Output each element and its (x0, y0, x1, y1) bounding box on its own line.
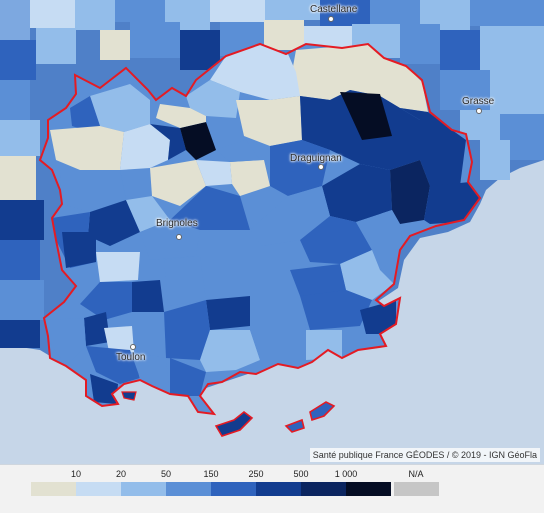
legend-swatch-class-2[interactable] (76, 482, 121, 496)
brignoles-dot (176, 234, 182, 240)
var-department-border (38, 42, 482, 416)
city-label-brignoles[interactable]: Brignoles (156, 218, 198, 229)
legend-swatch-na[interactable] (394, 482, 439, 496)
legend-swatch-class-1[interactable] (31, 482, 76, 496)
legend-tick-na: N/A (408, 469, 424, 479)
legend-swatch-class-5[interactable] (211, 482, 256, 496)
city-label-castellane[interactable]: Castellane (310, 4, 358, 15)
legend-tick-10: 10 (70, 469, 82, 479)
legend-swatch-class-3[interactable] (121, 482, 166, 496)
city-label-draguignan[interactable]: Draguignan (290, 153, 342, 164)
choropleth-map[interactable]: Castellane Grasse Draguignan Brignoles T… (0, 0, 544, 464)
map-canvas[interactable] (0, 0, 544, 464)
city-label-grasse[interactable]: Grasse (462, 96, 495, 107)
legend-tick-150: 150 (203, 469, 219, 479)
legend-tick-50: 50 (160, 469, 172, 479)
grasse-dot (476, 108, 482, 114)
city-label-toulon[interactable]: Toulon (116, 352, 146, 363)
legend-tick-250: 250 (248, 469, 264, 479)
map-attribution: Santé publique France GÉODES / © 2019 - … (309, 448, 540, 462)
map-legend: 10 20 50 150 250 500 1 000 N/A (0, 464, 544, 513)
islands (121, 391, 336, 437)
legend-swatch-class-4[interactable] (166, 482, 211, 496)
toulon-dot (130, 344, 136, 350)
legend-swatch-class-8[interactable] (346, 482, 391, 496)
legend-tick-500: 500 (293, 469, 309, 479)
legend-tick-20: 20 (115, 469, 127, 479)
legend-swatch-class-6[interactable] (256, 482, 301, 496)
legend-tick-1000: 1 000 (334, 469, 358, 479)
legend-swatch-class-7[interactable] (301, 482, 346, 496)
draguignan-dot (318, 164, 324, 170)
castellane-dot (328, 16, 334, 22)
